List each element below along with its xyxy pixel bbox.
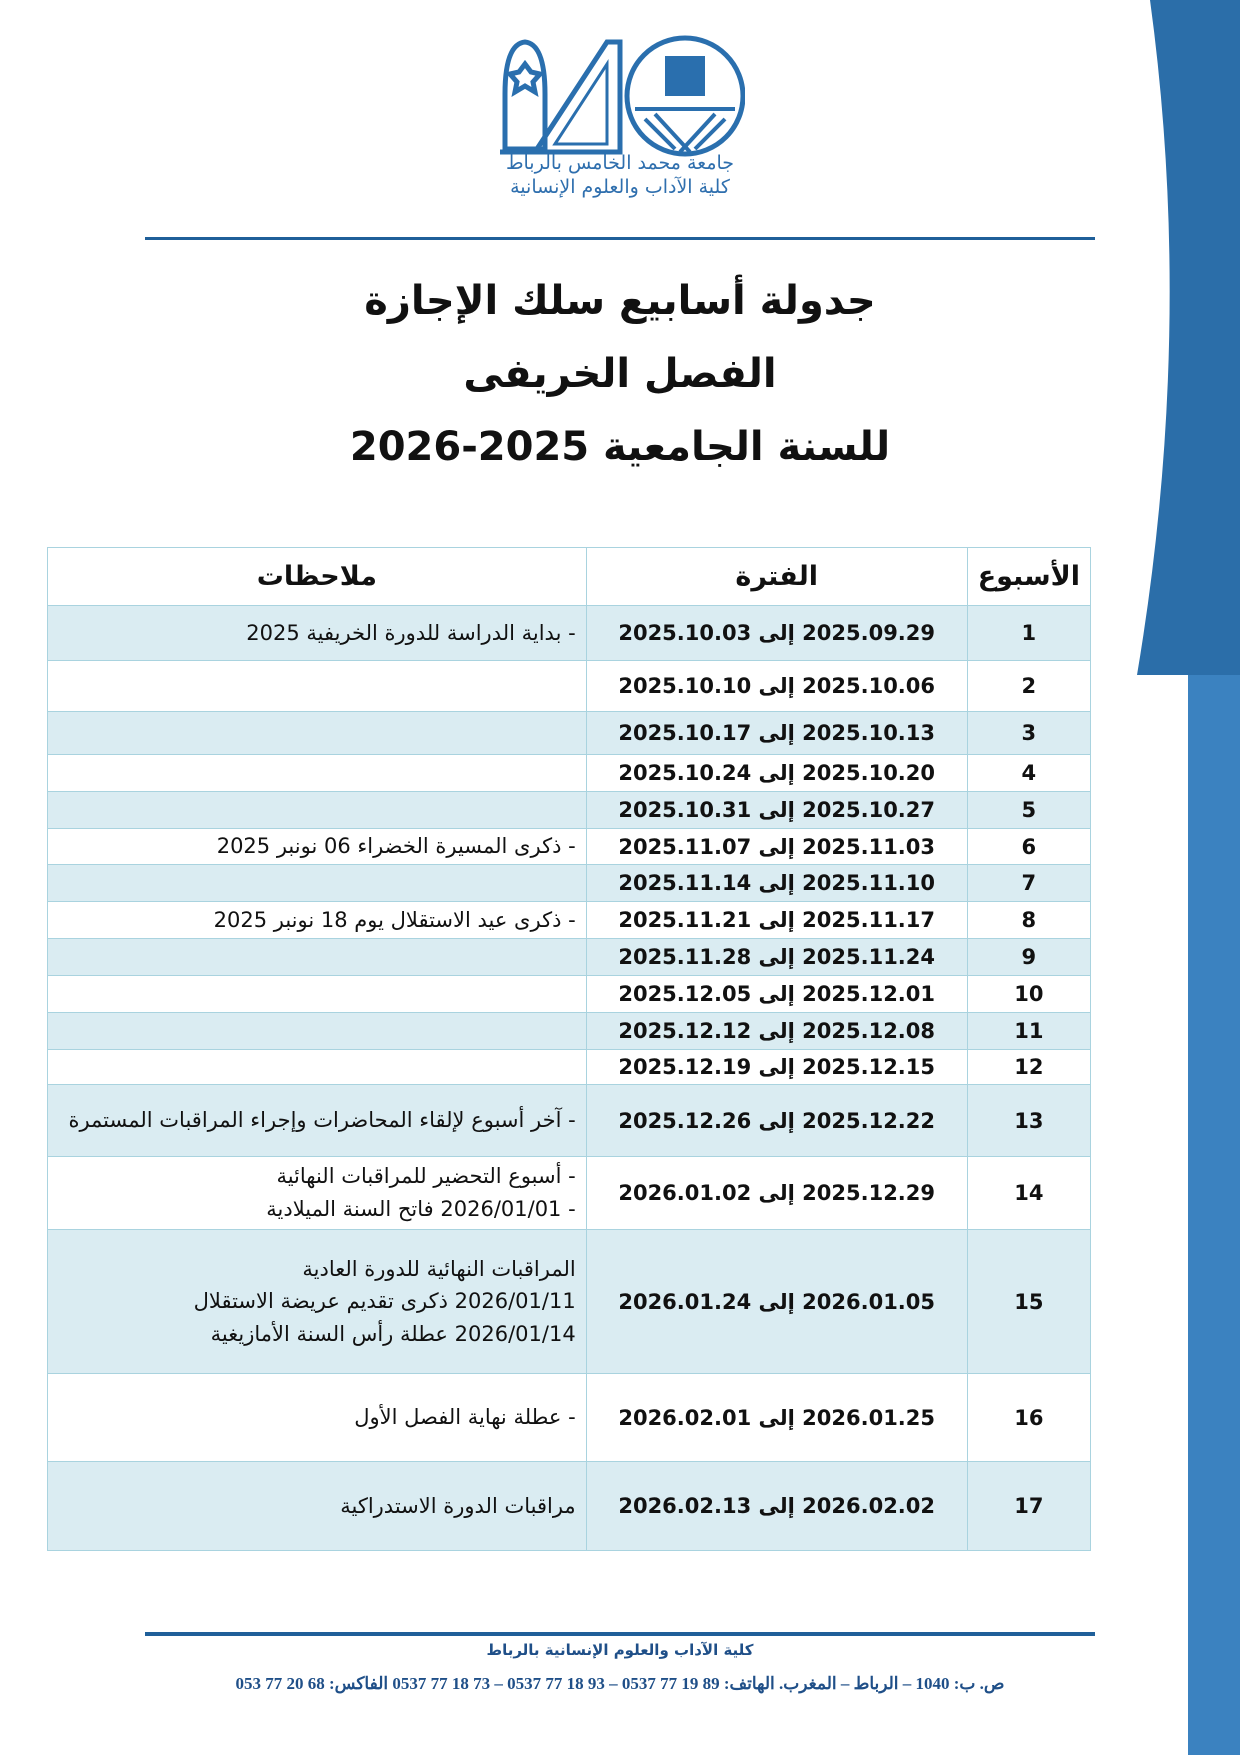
week-notes <box>47 791 587 829</box>
week-notes: - ذكرى عيد الاستقلال يوم 18 نونبر 2025 <box>47 901 587 939</box>
week-period: 2025.12.22 إلى 2025.12.26 <box>585 1084 968 1157</box>
logo-faculty-name: كلية الآداب والعلوم الإنسانية <box>510 176 730 198</box>
table-header-row: الأسبوع الفترة ملاحظات <box>47 547 1092 606</box>
week-period: 2025.12.15 إلى 2025.12.19 <box>585 1049 968 1085</box>
week-period: 2025.10.20 إلى 2025.10.24 <box>585 754 968 792</box>
table-row: 8 2025.11.17 إلى 2025.11.21 - ذكرى عيد الا… <box>47 901 1092 939</box>
week-number: 16 <box>966 1373 1092 1462</box>
week-notes <box>47 660 587 712</box>
week-period: 2025.09.29 إلى 2025.10.03 <box>585 605 968 661</box>
week-number: 5 <box>966 791 1092 829</box>
week-period: 2026.01.05 إلى 2026.01.24 <box>585 1229 968 1374</box>
week-period: 2025.10.06 إلى 2025.10.10 <box>585 660 968 712</box>
week-notes <box>47 711 587 755</box>
week-notes <box>47 938 587 976</box>
week-period: 2025.11.03 إلى 2025.11.07 <box>585 828 968 865</box>
week-number: 1 <box>966 605 1092 661</box>
week-number: 7 <box>966 864 1092 902</box>
week-notes: - آخر أسبوع لإلقاء المحاضرات وإجراء المر… <box>47 1084 587 1157</box>
table-row: 3 2025.10.13 إلى 2025.10.17 <box>47 711 1092 755</box>
week-period: 2025.10.13 إلى 2025.10.17 <box>585 711 968 755</box>
table-row: 15 2026.01.05 إلى 2026.01.24 المراقبات الن… <box>47 1229 1092 1374</box>
week-notes <box>47 1012 587 1050</box>
note-line: - بداية الدراسة للدورة الخريفية 2025 <box>246 620 576 645</box>
table-row: 17 2026.02.02 إلى 2026.02.13 مراقبات الدور… <box>47 1461 1092 1551</box>
week-number: 17 <box>966 1461 1092 1551</box>
table-row: 10 2025.12.01 إلى 2025.12.05 <box>47 975 1092 1013</box>
note-line: المراقبات النهائية للدورة العادية <box>302 1256 576 1281</box>
week-notes: - ذكرى المسيرة الخضراء 06 نونبر 2025 <box>47 828 587 865</box>
week-number: 12 <box>966 1049 1092 1085</box>
week-number: 2 <box>966 660 1092 712</box>
week-number: 14 <box>966 1156 1092 1230</box>
week-notes <box>47 975 587 1013</box>
note-line: 2026/01/14 عطلة رأس السنة الأمازيغية <box>210 1321 576 1346</box>
page-subtitle-semester: الفصل الخريفى <box>463 351 777 397</box>
week-notes: - أسبوع التحضير للمراقبات النهائية - 2026… <box>47 1156 587 1230</box>
schedule-table: الأسبوع الفترة ملاحظات 1 2025.09.29 إلى 2… <box>47 547 1092 1551</box>
footer-institution: كلية الآداب والعلوم الإنسانية بالرباط <box>486 1641 754 1659</box>
week-notes: - عطلة نهاية الفصل الأول <box>47 1373 587 1462</box>
table-row: 7 2025.11.10 إلى 2025.11.14 <box>47 864 1092 902</box>
table-row: 1 2025.09.29 إلى 2025.10.03 - بداية الدراس… <box>47 605 1092 661</box>
table-row: 12 2025.12.15 إلى 2025.12.19 <box>47 1049 1092 1085</box>
week-number: 11 <box>966 1012 1092 1050</box>
week-number: 10 <box>966 975 1092 1013</box>
header-period: الفترة <box>585 547 968 606</box>
logo-university-name: جامعة محمد الخامس بالرباط <box>505 152 735 174</box>
week-number: 9 <box>966 938 1092 976</box>
table-row: 16 2026.01.25 إلى 2026.02.01 - عطلة نهاية … <box>47 1373 1092 1462</box>
week-notes: - بداية الدراسة للدورة الخريفية 2025 <box>47 605 587 661</box>
header-week: الأسبوع <box>966 547 1092 606</box>
table-row: 2 2025.10.06 إلى 2025.10.10 <box>47 660 1092 712</box>
table-row: 13 2025.12.22 إلى 2025.12.26 - آخر أسبوع ل… <box>47 1084 1092 1157</box>
week-notes <box>47 754 587 792</box>
week-period: 2026.01.25 إلى 2026.02.01 <box>585 1373 968 1462</box>
table-row: 9 2025.11.24 إلى 2025.11.28 <box>47 938 1092 976</box>
week-notes: المراقبات النهائية للدورة العادية 2026/01… <box>47 1229 587 1374</box>
header-divider <box>145 237 1095 240</box>
footer-contact: ص. ب: 1040 – الرباط – المغرب. الهاتف: 89… <box>235 1674 1005 1693</box>
week-number: 15 <box>966 1229 1092 1374</box>
week-notes: مراقبات الدورة الاستدراكية <box>47 1461 587 1551</box>
week-period: 2025.11.24 إلى 2025.11.28 <box>585 938 968 976</box>
week-period: 2025.11.17 إلى 2025.11.21 <box>585 901 968 939</box>
table-row: 6 2025.11.03 إلى 2025.11.07 - ذكرى المسيرة… <box>47 828 1092 865</box>
table-row: 4 2025.10.20 إلى 2025.10.24 <box>47 754 1092 792</box>
week-number: 4 <box>966 754 1092 792</box>
footer-divider <box>145 1632 1095 1636</box>
week-number: 13 <box>966 1084 1092 1157</box>
week-period: 2025.12.01 إلى 2025.12.05 <box>585 975 968 1013</box>
table-row: 5 2025.10.27 إلى 2025.10.31 <box>47 791 1092 829</box>
table-row: 11 2025.12.08 إلى 2025.12.12 <box>47 1012 1092 1050</box>
note-line: مراقبات الدورة الاستدراكية <box>340 1493 576 1518</box>
week-number: 3 <box>966 711 1092 755</box>
week-period: 2025.10.27 إلى 2025.10.31 <box>585 791 968 829</box>
note-line: 2026/01/11 ذكرى تقديم عريضة الاستقلال <box>193 1289 576 1314</box>
note-line: - ذكرى المسيرة الخضراء 06 نونبر 2025 <box>216 834 576 859</box>
week-period: 2025.11.10 إلى 2025.11.14 <box>585 864 968 902</box>
note-line: - أسبوع التحضير للمراقبات النهائية <box>276 1164 576 1189</box>
note-line: - آخر أسبوع لإلقاء المحاضرات وإجراء المر… <box>68 1108 576 1133</box>
week-period: 2026.02.02 إلى 2026.02.13 <box>585 1461 968 1551</box>
week-number: 6 <box>966 828 1092 865</box>
page-title: جدولة أسابيع سلك الإجازة <box>364 278 876 324</box>
note-line: - 2026/01/01 فاتح السنة الميلادية <box>266 1197 576 1221</box>
header-notes: ملاحظات <box>47 547 587 606</box>
university-logo <box>500 35 745 157</box>
page-subtitle-year: للسنة الجامعية 2025-2026 <box>349 424 891 470</box>
band-curve <box>1137 0 1240 675</box>
band-stripe <box>1188 675 1240 1755</box>
week-period: 2025.12.08 إلى 2025.12.12 <box>585 1012 968 1050</box>
week-notes <box>47 864 587 902</box>
week-number: 8 <box>966 901 1092 939</box>
note-line: - عطلة نهاية الفصل الأول <box>354 1405 576 1430</box>
week-period: 2025.12.29 إلى 2026.01.02 <box>585 1156 968 1230</box>
table-row: 14 2025.12.29 إلى 2026.01.02- أسبوع التحض… <box>47 1156 1092 1230</box>
note-line: - ذكرى عيد الاستقلال يوم 18 نونبر 2025 <box>213 907 576 932</box>
week-notes <box>47 1049 587 1085</box>
